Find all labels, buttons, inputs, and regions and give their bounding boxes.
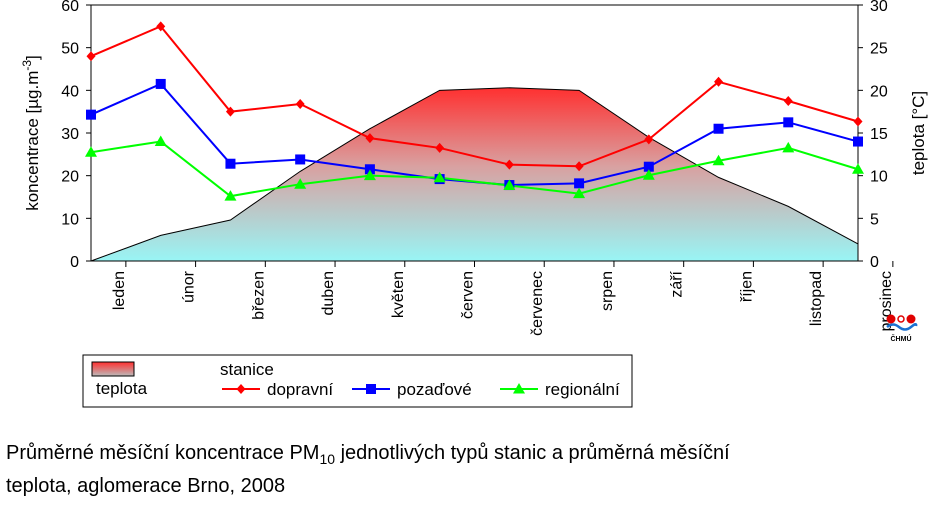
series-point-pozadove: [853, 136, 863, 147]
x-axis: leden únor březen duben květen červen červenec…: [111, 261, 895, 336]
y2-tick-label: 15: [870, 126, 888, 143]
x-tick-label-kveten: květen: [390, 271, 407, 318]
series-point-dopravni: [225, 106, 235, 117]
legend-label-dopravni: dopravní: [267, 380, 333, 399]
series-point-regionalni: [294, 178, 307, 189]
series-point-pozadove: [643, 161, 654, 172]
series-line-regionalni: [90, 140, 859, 198]
series-point-regionalni: [712, 154, 725, 166]
y2-axis-title: teplota [°C]: [909, 91, 928, 175]
plot-area: [85, 4, 864, 262]
y-tick-label: 60: [61, 0, 79, 15]
logo-wave: [886, 323, 918, 331]
series-point-regionalni: [85, 146, 97, 157]
series-point-pozadove: [574, 178, 585, 189]
x-tick-label-cervenec: červenec: [529, 271, 546, 336]
series-point-dopravni: [295, 98, 305, 109]
y-tick-label: 20: [61, 169, 79, 186]
figure-caption: Průměrné měsíční koncentrace PM10 jednot…: [6, 440, 936, 500]
x-tick-label-listopad: listopad: [808, 271, 825, 326]
y-tick-label: 10: [61, 211, 79, 228]
series-point-dopravni: [86, 51, 96, 62]
y-axis-title-end: ]: [23, 55, 42, 60]
x-tick-label-rijen: říjen: [738, 271, 755, 302]
y-axis-title-exponent: -3: [20, 60, 34, 71]
logo-dot-center: [897, 315, 905, 323]
x-tick-label-cerven: červen: [460, 271, 477, 319]
series-point-dopravni: [156, 21, 166, 32]
legend-marker-regionalni: [513, 383, 525, 394]
y-tick-label: 0: [70, 254, 79, 271]
legend-group-title: stanice: [220, 360, 274, 379]
series-point-regionalni: [363, 169, 376, 181]
series-point-pozadove: [295, 154, 306, 165]
y-axis-title-main: koncentrace [µg.m: [23, 71, 42, 211]
x-tick-label-zari: září: [669, 270, 686, 297]
y-axis-title: koncentrace [µg.m-3]: [20, 55, 42, 211]
legend-temperature-swatch: [91, 361, 135, 377]
series-point-regionalni: [782, 141, 795, 153]
caption-line-1-end: jednotlivých typů stanic a průměrná měsí…: [335, 442, 730, 464]
series-point-regionalni: [433, 171, 446, 183]
series-point-pozadove: [364, 164, 375, 175]
series-point-regionalni: [573, 187, 586, 199]
series-point-regionalni: [852, 163, 864, 174]
series-point-dopravni: [714, 76, 724, 87]
series-point-dopravni: [644, 134, 654, 145]
series-point-regionalni: [642, 169, 655, 180]
legend-label-regionalni: regionální: [545, 380, 620, 399]
caption-subscript: 10: [319, 451, 336, 467]
temperature-area: [90, 87, 859, 262]
series-point-regionalni: [154, 135, 167, 147]
y2-tick-label: 30: [870, 0, 888, 15]
caption-line-1: Průměrné měsíční koncentrace PM10 jednot…: [6, 440, 936, 473]
x-tick-label-brezen: březen: [250, 271, 267, 320]
series-point-dopravni: [783, 96, 793, 106]
legend-label-pozadove: pozaďové: [397, 380, 472, 399]
y2-tick-label: 20: [870, 83, 888, 100]
series-point-pozadove: [783, 117, 794, 128]
series-point-pozadove: [155, 78, 166, 89]
logo-text: ČHMÚ: [891, 334, 912, 343]
logo-dot-right: [906, 314, 916, 324]
series-point-dopravni: [853, 116, 863, 127]
series-point-dopravni: [504, 159, 514, 170]
x-tick-label-unor: únor: [181, 270, 198, 303]
y-axis-left: 0 10 20 30 40 50 60: [61, 0, 91, 271]
series-point-dopravni: [574, 161, 584, 172]
y-axis-right: 0 5 10 15 20 25 30: [858, 0, 888, 271]
y2-tick-label: 10: [870, 169, 888, 186]
legend-temperature-label: teplota: [96, 379, 148, 398]
y2-tick-label: 0: [870, 254, 879, 271]
y2-tick-label: 5: [870, 211, 879, 228]
chart: 0 10 20 30 40 50 60 0 5 10 15 20 25 30 leden únor břez…: [20, 0, 928, 408]
x-tick-label-srpen: srpen: [599, 271, 616, 311]
legend: teplota stanice dopravní pozaďové regionál…: [82, 354, 633, 408]
series-point-dopravni: [365, 133, 375, 144]
y-tick-label: 40: [61, 83, 79, 100]
series-point-pozadove: [86, 109, 96, 120]
series-point-pozadove: [713, 123, 724, 134]
x-tick-label-duben: duben: [320, 271, 337, 316]
legend-frame: [82, 354, 633, 408]
series-point-regionalni: [224, 190, 237, 201]
series-point-regionalni: [503, 179, 516, 190]
legend-marker-dopravni: [236, 384, 246, 394]
legend-marker-pozadove: [366, 384, 376, 394]
caption-line-2: teplota, aglomerace Brno, 2008: [6, 475, 286, 497]
caption-line-1-start: Průměrné měsíční koncentrace PM: [6, 442, 320, 464]
series-point-pozadove: [225, 158, 236, 169]
y-tick-label: 30: [61, 126, 79, 143]
series-line-dopravni: [90, 25, 859, 168]
x-tick-label-leden: leden: [111, 271, 128, 310]
logo-dot-left: [886, 314, 896, 324]
y2-tick-label: 25: [870, 41, 888, 58]
chmu-logo: ČHMÚ: [886, 314, 918, 343]
series-point-dopravni: [435, 142, 445, 153]
y-tick-label: 50: [61, 41, 79, 58]
